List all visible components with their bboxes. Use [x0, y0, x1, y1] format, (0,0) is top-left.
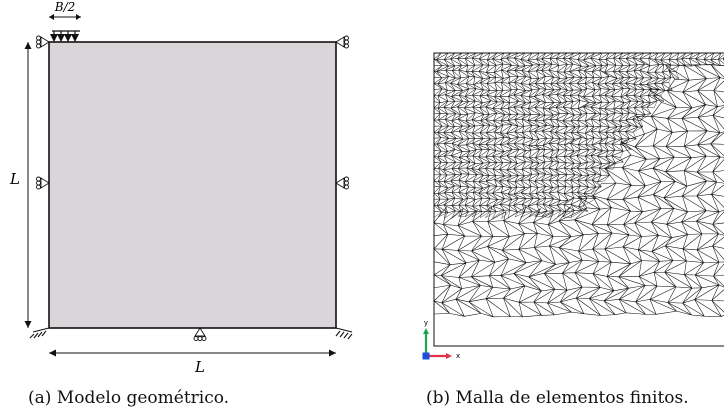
- load-label: B/2: [54, 0, 76, 14]
- mesh-boundary: [433, 52, 724, 347]
- geometric-model-diagram: B/2 L L: [9, 0, 353, 376]
- caption-finite-element-mesh: (b) Malla de elementos finitos.: [426, 388, 689, 408]
- mesh-elements: [433, 52, 724, 318]
- width-dimension: [49, 349, 336, 357]
- fixed-support-bottom-left: [29, 327, 50, 339]
- fixed-support-bottom-right: [335, 327, 353, 340]
- height-dimension: [24, 42, 32, 328]
- axis-y-label: y: [424, 319, 428, 327]
- load-width-dimension: [49, 14, 81, 20]
- plate-square: [48, 41, 337, 329]
- roller-support-left-top: [36, 35, 50, 49]
- height-label: L: [9, 170, 20, 188]
- roller-support-bottom-center: [193, 327, 207, 341]
- roller-support-right-middle: [335, 176, 349, 190]
- distributed-load: [50, 30, 80, 42]
- roller-support-right-top: [335, 35, 349, 49]
- coarse-mesh: [433, 64, 724, 318]
- panel-finite-element-mesh: y x (b) Malla de elementos finitos.: [370, 0, 724, 419]
- axis-x-label: x: [456, 352, 460, 360]
- roller-support-left-middle: [36, 176, 50, 190]
- coordinate-axes-icon: [422, 328, 452, 360]
- caption-geometric-model: (a) Modelo geométrico.: [28, 388, 230, 408]
- fine-mesh: [433, 52, 724, 219]
- width-label: L: [194, 358, 205, 376]
- panel-geometric-model: B/2 L L: [9, 0, 353, 408]
- finite-element-mesh: y x: [422, 52, 724, 360]
